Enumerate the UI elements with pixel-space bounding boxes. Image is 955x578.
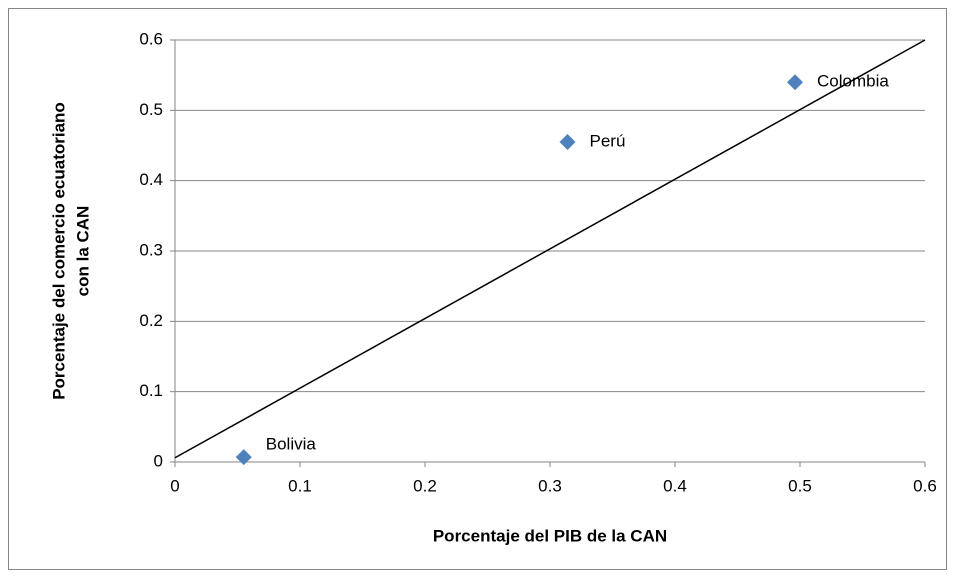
x-tick-label: 0 xyxy=(170,476,179,495)
point-label: Bolivia xyxy=(266,435,317,454)
x-tick-label: 0.1 xyxy=(288,476,312,495)
x-tick-label: 0.5 xyxy=(788,476,812,495)
point-label: Perú xyxy=(590,131,626,150)
y-axis-title-line: Porcentaje del comercio ecuatoriano xyxy=(49,102,68,400)
point xyxy=(559,133,576,150)
y-axis-title-line: con la CAN xyxy=(73,206,92,297)
x-tick-label: 0.2 xyxy=(413,476,437,495)
x-tick-label: 0.6 xyxy=(913,476,937,495)
y-tick-label: 0.6 xyxy=(139,29,163,48)
x-tick-label: 0.4 xyxy=(663,476,687,495)
y-tick-label: 0.5 xyxy=(139,100,163,119)
point-label: Colombia xyxy=(817,72,889,91)
y-tick-label: 0.2 xyxy=(139,311,163,330)
reference-line xyxy=(174,39,926,459)
x-tick-label: 0.3 xyxy=(538,476,562,495)
y-axis-title: Porcentaje del comercio ecuatoriano con … xyxy=(49,102,92,400)
y-tick-label: 0.3 xyxy=(139,240,163,259)
y-tick-label: 0.4 xyxy=(139,170,163,189)
y-tick-label: 0 xyxy=(154,451,163,470)
y-tick-label: 0.1 xyxy=(139,381,163,400)
point xyxy=(235,449,252,466)
point xyxy=(787,74,803,91)
x-axis-title: Porcentaje del PIB de la CAN xyxy=(433,526,667,545)
